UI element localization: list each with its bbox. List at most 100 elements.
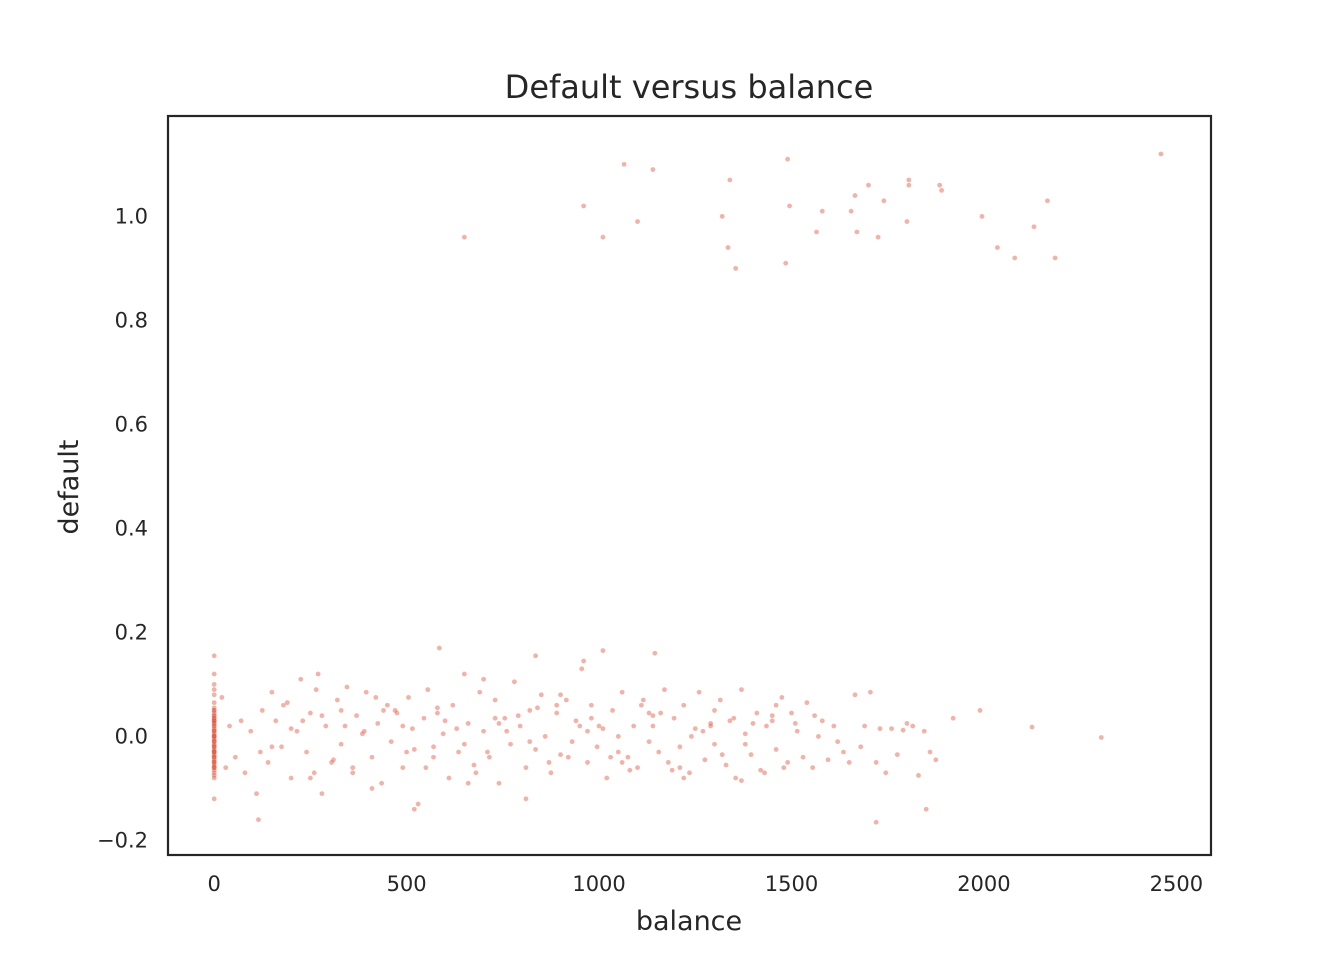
data-point — [669, 767, 675, 773]
data-point — [211, 752, 217, 758]
data-point — [435, 710, 440, 716]
data-point — [392, 708, 398, 713]
data-point — [846, 760, 852, 765]
data-point — [219, 695, 225, 700]
chart-title: Default versus balance — [505, 68, 874, 106]
data-point — [211, 713, 217, 719]
data-point — [727, 177, 733, 183]
data-point — [858, 744, 864, 750]
data-point — [211, 736, 217, 742]
data-point — [812, 713, 817, 719]
data-point — [440, 731, 446, 737]
data-point — [381, 708, 386, 713]
data-point — [471, 762, 477, 768]
data-point — [350, 765, 356, 771]
data-point — [625, 754, 631, 760]
data-point — [831, 723, 837, 729]
data-point — [211, 762, 217, 768]
data-point — [656, 749, 662, 755]
data-point — [384, 702, 390, 708]
data-point — [363, 689, 369, 695]
data-point — [635, 765, 640, 771]
data-point — [211, 765, 217, 771]
data-point — [379, 780, 385, 786]
data-point — [800, 754, 806, 760]
data-point — [650, 723, 656, 729]
data-point — [486, 754, 492, 760]
data-point — [1031, 224, 1037, 230]
data-point — [211, 764, 217, 769]
data-point — [554, 710, 560, 716]
data-point — [211, 773, 217, 778]
data-point — [273, 718, 279, 724]
data-point — [569, 739, 575, 745]
data-point — [400, 723, 406, 729]
data-point — [769, 713, 775, 719]
data-point — [665, 760, 671, 765]
data-point — [762, 770, 767, 776]
x-tick-label: 1000 — [572, 872, 625, 896]
data-point — [211, 710, 217, 716]
data-point — [435, 705, 440, 711]
data-point — [585, 760, 590, 765]
data-point — [492, 715, 498, 721]
data-point — [329, 760, 334, 765]
data-point — [610, 708, 615, 713]
data-point — [835, 739, 841, 745]
data-point — [723, 762, 729, 768]
data-point — [875, 234, 881, 240]
y-tick-label: 0.2 — [115, 620, 148, 644]
data-point — [608, 754, 614, 760]
data-point — [256, 817, 261, 823]
data-point — [411, 747, 417, 752]
data-point — [787, 203, 792, 209]
data-point — [904, 219, 910, 224]
data-point — [563, 697, 569, 703]
data-point — [431, 744, 436, 750]
data-point — [211, 741, 217, 747]
data-point — [769, 718, 775, 724]
data-point — [533, 653, 538, 659]
data-point — [211, 767, 217, 773]
data-point — [804, 700, 810, 706]
data-point — [681, 702, 687, 708]
data-point — [331, 757, 336, 763]
data-point — [1045, 198, 1050, 204]
data-point — [646, 710, 652, 716]
data-point — [573, 718, 579, 724]
data-point — [717, 697, 723, 703]
data-point — [565, 754, 571, 760]
data-point — [700, 728, 706, 734]
x-tick-labels: 0 500 1000 1500 2000 2500 — [207, 872, 1203, 896]
data-point — [517, 723, 523, 729]
data-point — [211, 760, 217, 765]
data-point — [211, 728, 217, 734]
data-point — [298, 676, 304, 682]
data-point — [708, 723, 714, 729]
data-point — [733, 775, 739, 781]
data-point — [692, 726, 698, 732]
data-point — [456, 749, 461, 755]
data-point — [650, 167, 656, 172]
data-point — [481, 676, 486, 682]
data-point — [394, 710, 400, 716]
data-point — [304, 749, 309, 755]
data-point — [546, 760, 552, 765]
data-point — [873, 760, 879, 765]
data-point — [600, 726, 606, 732]
data-point — [921, 728, 927, 734]
data-point — [852, 193, 858, 198]
data-point — [1029, 724, 1035, 730]
data-point — [211, 731, 217, 737]
data-point — [465, 780, 471, 786]
data-point — [338, 741, 344, 747]
data-point — [265, 760, 271, 765]
data-point — [211, 739, 217, 745]
data-point — [558, 692, 563, 698]
data-point — [588, 715, 594, 721]
data-point — [600, 234, 606, 240]
data-point — [773, 702, 779, 708]
data-point — [477, 689, 483, 695]
data-point — [600, 648, 606, 654]
x-tick-label: 1500 — [765, 872, 818, 896]
